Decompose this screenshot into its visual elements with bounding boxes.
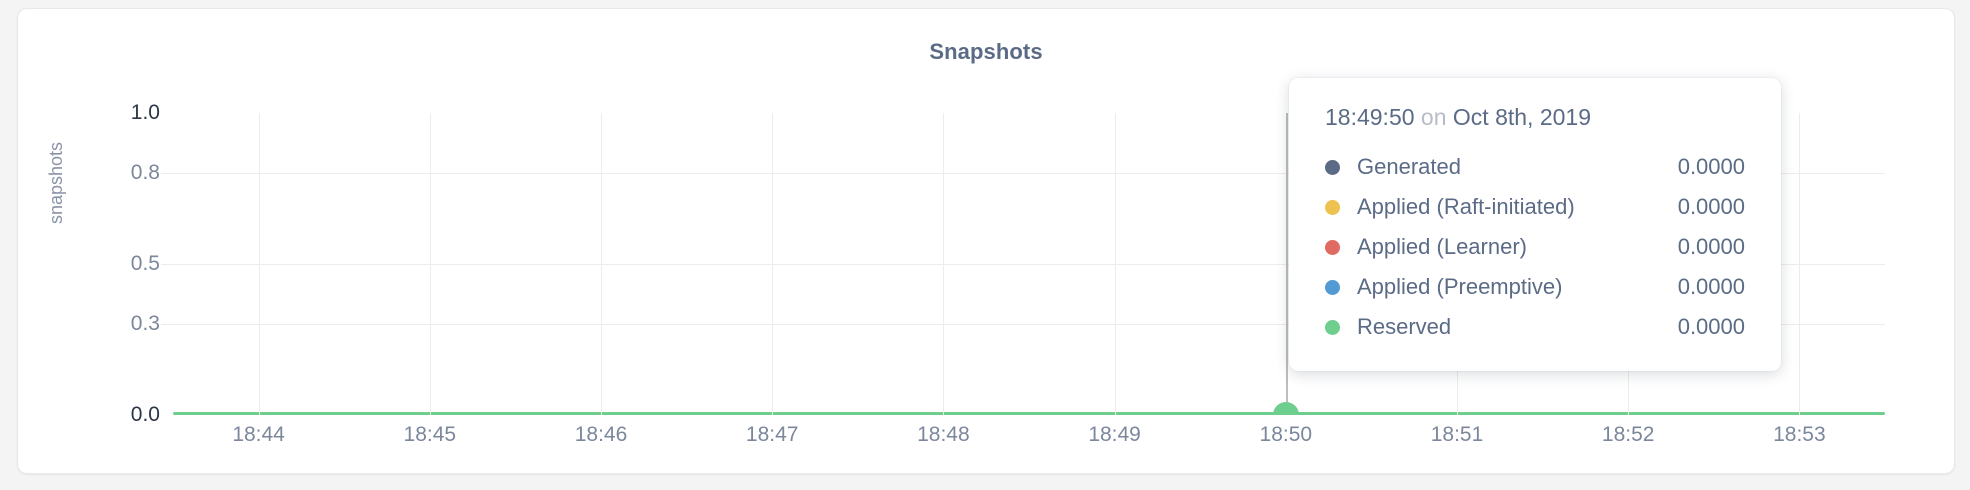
tooltip-row: Applied (Raft-initiated) 0.0000 — [1325, 187, 1745, 227]
x-axis-tick-label: 18:49 — [1088, 423, 1141, 446]
chart-tooltip: 18:49:50 on Oct 8th, 2019 Generated 0.000… — [1289, 78, 1781, 371]
y-axis-tick-label: 0.3 — [130, 312, 160, 336]
chart-card: Snapshots snapshots 1.0 0.8 0.5 0.3 0.0 18:4… — [17, 8, 1955, 474]
tooltip-series-label: Applied (Learner) — [1357, 234, 1527, 259]
tooltip-row: Generated 0.0000 — [1325, 147, 1745, 187]
tooltip-row: Reserved 0.0000 — [1325, 307, 1745, 347]
tooltip-series-label: Reserved — [1357, 314, 1452, 339]
tooltip-series-value: 0.0000 — [1677, 274, 1745, 299]
tooltip-series-value: 0.0000 — [1677, 234, 1745, 259]
gridline-vertical — [943, 113, 945, 415]
series-color-dot-icon — [1325, 239, 1340, 255]
gridline-vertical — [429, 113, 431, 415]
chart-plot-area: snapshots 1.0 0.8 0.5 0.3 0.0 18:44 18:45 18:4… — [18, 9, 1956, 475]
tooltip-time: 18:49:50 — [1325, 104, 1415, 130]
gridline-vertical — [1799, 113, 1801, 415]
gridline-vertical — [258, 113, 260, 415]
x-axis-tick-label: 18:51 — [1430, 423, 1484, 446]
tooltip-rows: Generated 0.0000 Applied (Raft-initiated) 0… — [1325, 147, 1745, 347]
tooltip-series-label: Applied (Preemptive) — [1357, 274, 1563, 299]
tooltip-header: 18:49:50 on Oct 8th, 2019 — [1325, 104, 1745, 131]
y-axis-tick-label: 1.0 — [130, 101, 160, 124]
tooltip-series-label: Generated — [1357, 154, 1461, 179]
gridline-horizontal — [161, 324, 1885, 326]
gridline-horizontal — [161, 264, 1885, 265]
series-color-dot-icon — [1325, 199, 1340, 215]
page-title: Snapshots — [929, 39, 1043, 64]
gridline-vertical — [1114, 113, 1116, 415]
x-axis-tick-label: 18:53 — [1773, 423, 1826, 446]
x-axis-tick-label: 18:45 — [403, 423, 457, 446]
series-color-dot-icon — [1325, 159, 1340, 175]
y-axis-tick-label: 0.0 — [130, 403, 160, 426]
tooltip-series-label: Applied (Raft-initiated) — [1357, 194, 1575, 219]
series-color-dot-icon — [1325, 319, 1340, 335]
y-axis-label: snapshots — [46, 141, 66, 224]
series-line-reserved — [173, 412, 1885, 415]
y-axis-tick-label: 0.8 — [130, 161, 160, 185]
x-axis-tick-label: 18:46 — [574, 423, 628, 446]
x-axis-tick-label: 18:48 — [917, 423, 970, 446]
tooltip-series-value: 0.0000 — [1677, 154, 1745, 179]
x-axis-tick-label: 18:47 — [745, 423, 799, 446]
tooltip-series-value: 0.0000 — [1677, 314, 1745, 339]
gridline-horizontal — [161, 173, 1885, 175]
tooltip-separator: on — [1420, 104, 1447, 130]
gridline-vertical — [601, 113, 602, 415]
y-axis-tick-label: 0.5 — [130, 252, 160, 275]
tooltip-row: Applied (Preemptive) 0.0000 — [1325, 267, 1745, 307]
x-axis-tick-label: 18:52 — [1601, 423, 1655, 446]
tooltip-series-value: 0.0000 — [1677, 194, 1745, 219]
series-color-dot-icon — [1325, 279, 1340, 295]
hover-crosshair — [1285, 113, 1288, 415]
tooltip-date: Oct 8th, 2019 — [1452, 104, 1591, 130]
x-axis-tick-label: 18:44 — [232, 423, 285, 446]
x-axis-ticks: 18:44 18:45 18:46 18:47 18:48 18:49 18:50 18:51… — [173, 423, 1885, 453]
x-axis-tick-label: 18:50 — [1259, 423, 1313, 446]
gridline-vertical — [772, 113, 774, 415]
tooltip-row: Applied (Learner) 0.0000 — [1325, 227, 1745, 267]
y-axis-ticks: 1.0 0.8 0.5 0.3 0.0 — [98, 101, 160, 426]
